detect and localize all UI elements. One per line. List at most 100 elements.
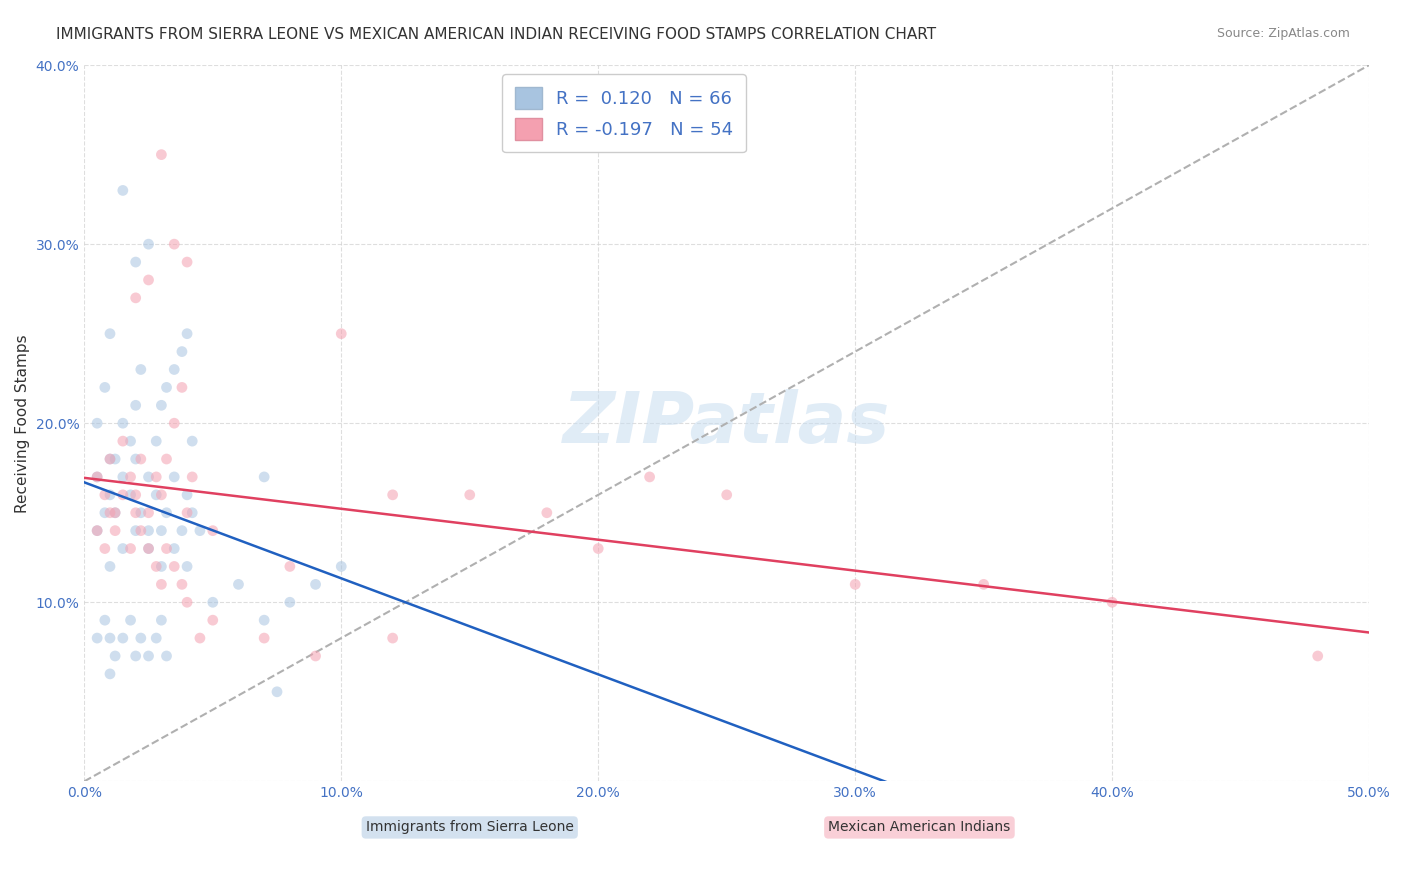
Point — [176, 255, 198, 269]
Point — [150, 559, 173, 574]
Point — [94, 380, 117, 394]
Point — [266, 685, 288, 699]
Point — [145, 559, 167, 574]
Point — [125, 291, 148, 305]
Point — [145, 488, 167, 502]
Point — [125, 398, 148, 412]
Point — [586, 541, 609, 556]
Point — [138, 237, 160, 252]
Point — [104, 648, 127, 663]
Point — [138, 648, 160, 663]
Point — [111, 631, 134, 645]
Point — [94, 541, 117, 556]
Point — [98, 506, 121, 520]
Point — [98, 452, 121, 467]
Point — [120, 541, 142, 556]
Text: Mexican American Indians: Mexican American Indians — [828, 821, 1011, 834]
Point — [170, 380, 193, 394]
Point — [86, 631, 108, 645]
Point — [111, 488, 134, 502]
Legend: R =  0.120   N = 66, R = -0.197   N = 54: R = 0.120 N = 66, R = -0.197 N = 54 — [502, 74, 747, 153]
Point — [86, 470, 108, 484]
Point — [125, 506, 148, 520]
Point — [138, 506, 160, 520]
Point — [125, 452, 148, 467]
Point — [170, 344, 193, 359]
Point — [111, 470, 134, 484]
Point — [129, 506, 152, 520]
Point — [86, 524, 108, 538]
Point — [94, 506, 117, 520]
Point — [163, 470, 186, 484]
Point — [278, 559, 301, 574]
Point — [176, 506, 198, 520]
Point — [104, 506, 127, 520]
Point — [278, 595, 301, 609]
Point — [181, 506, 204, 520]
Point — [163, 541, 186, 556]
Point — [104, 506, 127, 520]
Point — [125, 648, 148, 663]
Point — [138, 541, 160, 556]
Point — [104, 452, 127, 467]
Point — [120, 488, 142, 502]
Point — [111, 183, 134, 197]
Point — [1306, 648, 1329, 663]
Point — [125, 488, 148, 502]
Point — [188, 631, 211, 645]
Point — [129, 524, 152, 538]
Point — [381, 631, 404, 645]
Point — [129, 631, 152, 645]
Point — [145, 434, 167, 449]
Point — [201, 613, 224, 627]
Point — [98, 488, 121, 502]
Point — [150, 398, 173, 412]
Point — [844, 577, 866, 591]
Point — [129, 362, 152, 376]
Point — [129, 452, 152, 467]
Point — [120, 434, 142, 449]
Point — [638, 470, 661, 484]
Point — [170, 577, 193, 591]
Text: IMMIGRANTS FROM SIERRA LEONE VS MEXICAN AMERICAN INDIAN RECEIVING FOOD STAMPS CO: IMMIGRANTS FROM SIERRA LEONE VS MEXICAN … — [56, 27, 936, 42]
Point — [86, 524, 108, 538]
Point — [150, 613, 173, 627]
Point — [155, 506, 177, 520]
Point — [98, 559, 121, 574]
Point — [138, 541, 160, 556]
Point — [150, 524, 173, 538]
Point — [253, 470, 276, 484]
Point — [98, 452, 121, 467]
Point — [304, 577, 326, 591]
Y-axis label: Receiving Food Stamps: Receiving Food Stamps — [15, 334, 30, 513]
Point — [145, 631, 167, 645]
Point — [98, 326, 121, 341]
Point — [155, 648, 177, 663]
Point — [188, 524, 211, 538]
Point — [86, 470, 108, 484]
Point — [163, 416, 186, 430]
Point — [458, 488, 481, 502]
Text: Source: ZipAtlas.com: Source: ZipAtlas.com — [1216, 27, 1350, 40]
Point — [94, 488, 117, 502]
Point — [98, 631, 121, 645]
Point — [716, 488, 738, 502]
Point — [150, 488, 173, 502]
Point — [104, 524, 127, 538]
Point — [163, 559, 186, 574]
Point — [170, 524, 193, 538]
Point — [176, 488, 198, 502]
Point — [155, 452, 177, 467]
Point — [150, 577, 173, 591]
Point — [536, 506, 558, 520]
Point — [125, 524, 148, 538]
Point — [120, 613, 142, 627]
Point — [176, 559, 198, 574]
Point — [155, 380, 177, 394]
Point — [176, 595, 198, 609]
Point — [125, 255, 148, 269]
Text: Immigrants from Sierra Leone: Immigrants from Sierra Leone — [366, 821, 574, 834]
Point — [138, 524, 160, 538]
Point — [201, 524, 224, 538]
Point — [163, 362, 186, 376]
